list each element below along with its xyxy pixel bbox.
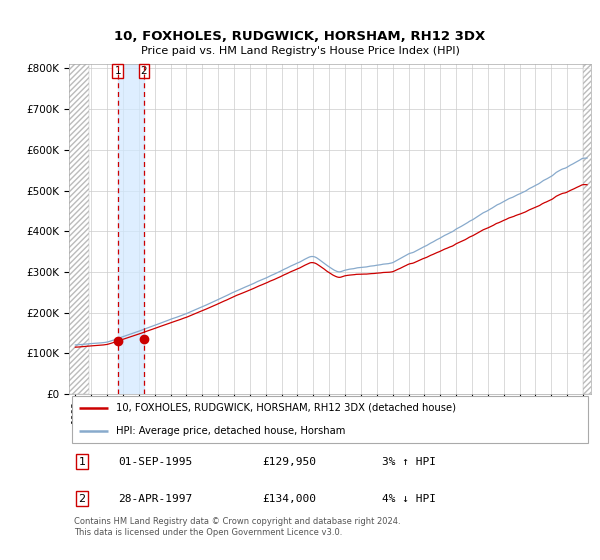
Text: 1: 1	[115, 66, 121, 76]
Bar	[583, 64, 594, 394]
Text: 28-APR-1997: 28-APR-1997	[119, 493, 193, 503]
Text: Price paid vs. HM Land Registry's House Price Index (HPI): Price paid vs. HM Land Registry's House …	[140, 46, 460, 56]
Text: Contains HM Land Registry data © Crown copyright and database right 2024.
This d: Contains HM Land Registry data © Crown c…	[74, 517, 401, 536]
Text: 2: 2	[79, 493, 86, 503]
Text: 3% ↑ HPI: 3% ↑ HPI	[382, 456, 436, 466]
Text: 4% ↓ HPI: 4% ↓ HPI	[382, 493, 436, 503]
Text: £129,950: £129,950	[262, 456, 316, 466]
Text: HPI: Average price, detached house, Horsham: HPI: Average price, detached house, Hors…	[116, 426, 346, 436]
Bar	[118, 64, 144, 394]
FancyBboxPatch shape	[71, 396, 589, 442]
Text: 2: 2	[141, 66, 148, 76]
Bar	[67, 64, 89, 394]
Bar	[67, 64, 89, 394]
Text: 10, FOXHOLES, RUDGWICK, HORSHAM, RH12 3DX (detached house): 10, FOXHOLES, RUDGWICK, HORSHAM, RH12 3D…	[116, 403, 456, 413]
Text: 01-SEP-1995: 01-SEP-1995	[119, 456, 193, 466]
Text: £134,000: £134,000	[262, 493, 316, 503]
Text: 10, FOXHOLES, RUDGWICK, HORSHAM, RH12 3DX: 10, FOXHOLES, RUDGWICK, HORSHAM, RH12 3D…	[115, 30, 485, 43]
Bar	[583, 64, 594, 394]
Text: 1: 1	[79, 456, 86, 466]
